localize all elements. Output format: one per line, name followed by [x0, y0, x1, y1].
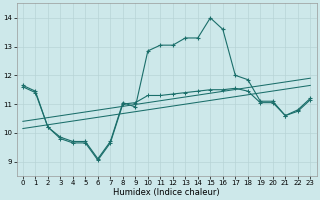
X-axis label: Humidex (Indice chaleur): Humidex (Indice chaleur)	[113, 188, 220, 197]
